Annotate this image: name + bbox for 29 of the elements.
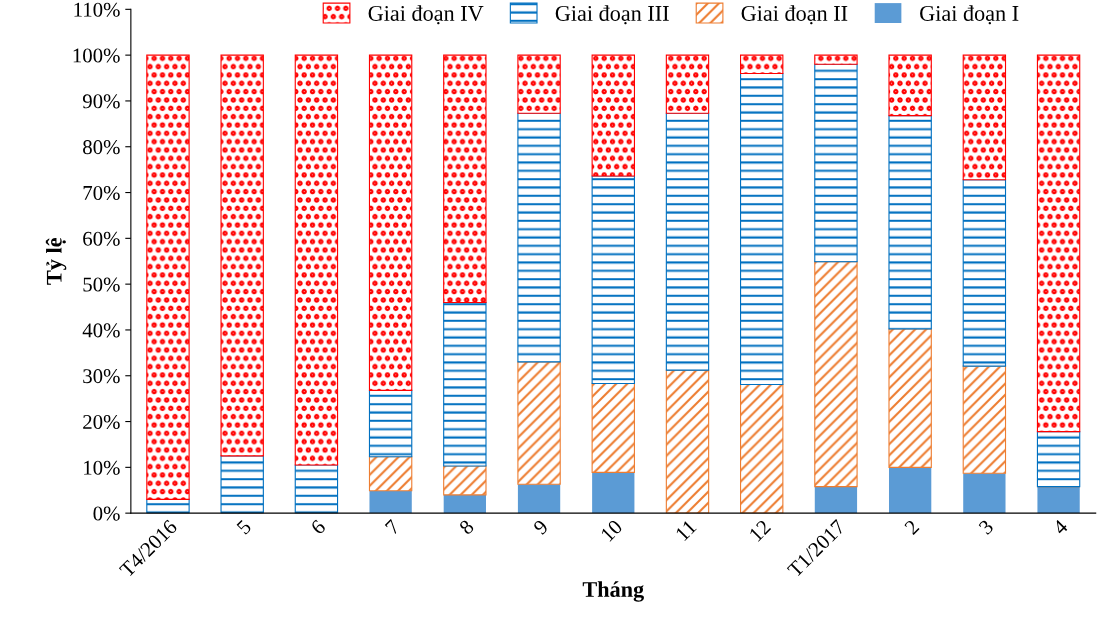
x-tick-label: 3 <box>978 519 995 536</box>
y-tick-label: 50% <box>83 277 120 292</box>
x-tick-label: 8 <box>458 519 475 536</box>
y-tick-label: 60% <box>83 231 120 246</box>
x-tick-label: 6 <box>310 518 327 536</box>
x-tick-label: 12 <box>748 519 772 542</box>
x-tick-label: 9 <box>532 519 549 536</box>
x-tick-label: 11 <box>675 519 697 542</box>
y-tick-label: 90% <box>82 94 120 109</box>
x-tick-label: 5 <box>236 519 252 535</box>
y-axis-title: Tỷ lệ <box>45 238 67 285</box>
x-tick-label: 2 <box>903 519 920 535</box>
y-tick-label: 20% <box>83 414 120 430</box>
y-tick-label: 10% <box>84 460 120 475</box>
x-tick-label: 4 <box>1052 518 1069 536</box>
y-tick-label: 110% <box>74 2 120 17</box>
y-tick-label: 100% <box>73 48 120 63</box>
y-tick-label: 30% <box>83 369 120 384</box>
legend-label: Giai đoạn I <box>920 5 1019 25</box>
legend-label: Giai đoạn II <box>741 5 848 25</box>
x-tick-label: 10 <box>600 519 624 542</box>
legend-label: Giai đoạn IV <box>368 5 484 25</box>
x-tick-label: 7 <box>384 519 401 535</box>
y-tick-label: 0% <box>93 506 120 521</box>
y-tick-label: 70% <box>83 185 120 201</box>
legend-label: Giai đoạn III <box>555 5 669 25</box>
y-tick-label: 40% <box>82 323 120 338</box>
x-axis-title: Tháng <box>582 581 644 602</box>
y-tick-label: 80% <box>83 140 120 155</box>
